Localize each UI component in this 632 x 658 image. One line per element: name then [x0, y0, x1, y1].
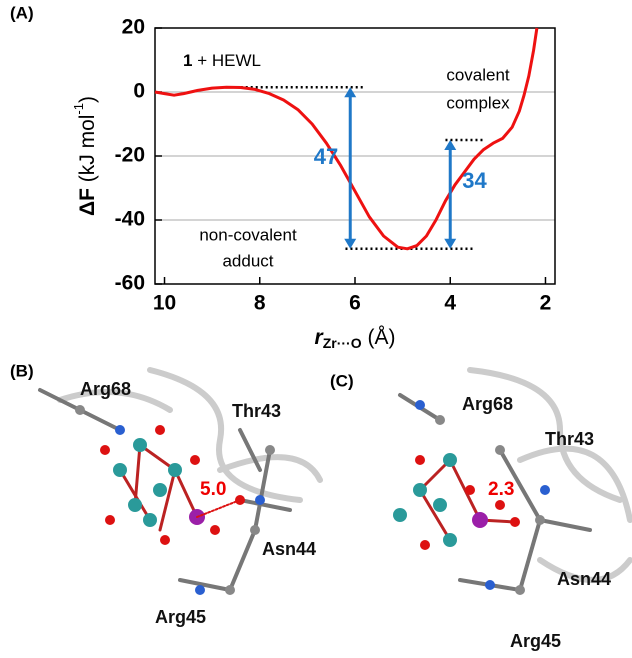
y-tick-label: -40: [115, 208, 145, 231]
annotation: covalent: [446, 65, 510, 84]
x-label-subscript: Zr···O: [323, 335, 362, 351]
residue-label: Arg45: [155, 607, 206, 627]
annotation-text: + HEWL: [197, 51, 261, 70]
residue-label: Arg45: [510, 631, 561, 651]
residue-label: Thr43: [232, 401, 281, 421]
figure: (A) (B) 5.0 Arg68 Thr43 Asn44 Arg45: [0, 0, 632, 658]
y-tick-label: -20: [115, 144, 145, 167]
y-label-close: ): [76, 96, 99, 103]
arrow-label: 34: [462, 168, 487, 193]
panel-label: (A): [10, 3, 34, 22]
arrow-label: 47: [314, 144, 338, 169]
arrow-head: [444, 140, 456, 150]
x-label-unit: (Å): [367, 326, 395, 349]
y-tick-label: 0: [133, 80, 145, 103]
x-tick-label: 10: [153, 292, 176, 315]
distance-label: 5.0: [200, 479, 226, 500]
x-tick-label: 8: [254, 292, 266, 315]
annotation: adduct: [222, 251, 273, 270]
y-label-symbol: ΔF: [76, 188, 99, 216]
residue-label: Asn44: [262, 539, 316, 559]
annotation: complex: [446, 93, 510, 112]
distance-label: 2.3: [488, 479, 514, 500]
annotation: non-covalent: [199, 225, 297, 244]
residue-label: Arg68: [80, 379, 131, 399]
y-label-unit: (kJ mol: [76, 115, 99, 183]
panel-label: (B): [10, 361, 34, 380]
x-tick-label: 6: [349, 292, 361, 315]
y-label-exponent: -1: [71, 103, 86, 115]
panel-label: (C): [330, 371, 354, 390]
annotation: 1 + HEWL: [183, 51, 261, 70]
arrow-head: [344, 239, 356, 249]
x-tick-label: 4: [444, 292, 456, 315]
arrow-head: [444, 239, 456, 249]
x-axis-label: rZr···O (Å): [315, 326, 396, 355]
y-tick-label: 20: [122, 16, 145, 39]
y-axis-label: ΔF (kJ mol-1): [71, 96, 98, 216]
residue-label: Arg68: [462, 394, 513, 414]
residue-label: Thr43: [545, 429, 594, 449]
x-tick-label: 2: [540, 292, 552, 315]
residue-label: Asn44: [557, 569, 611, 589]
annotation-number: 1: [183, 51, 192, 70]
y-tick-label: -60: [115, 272, 145, 295]
